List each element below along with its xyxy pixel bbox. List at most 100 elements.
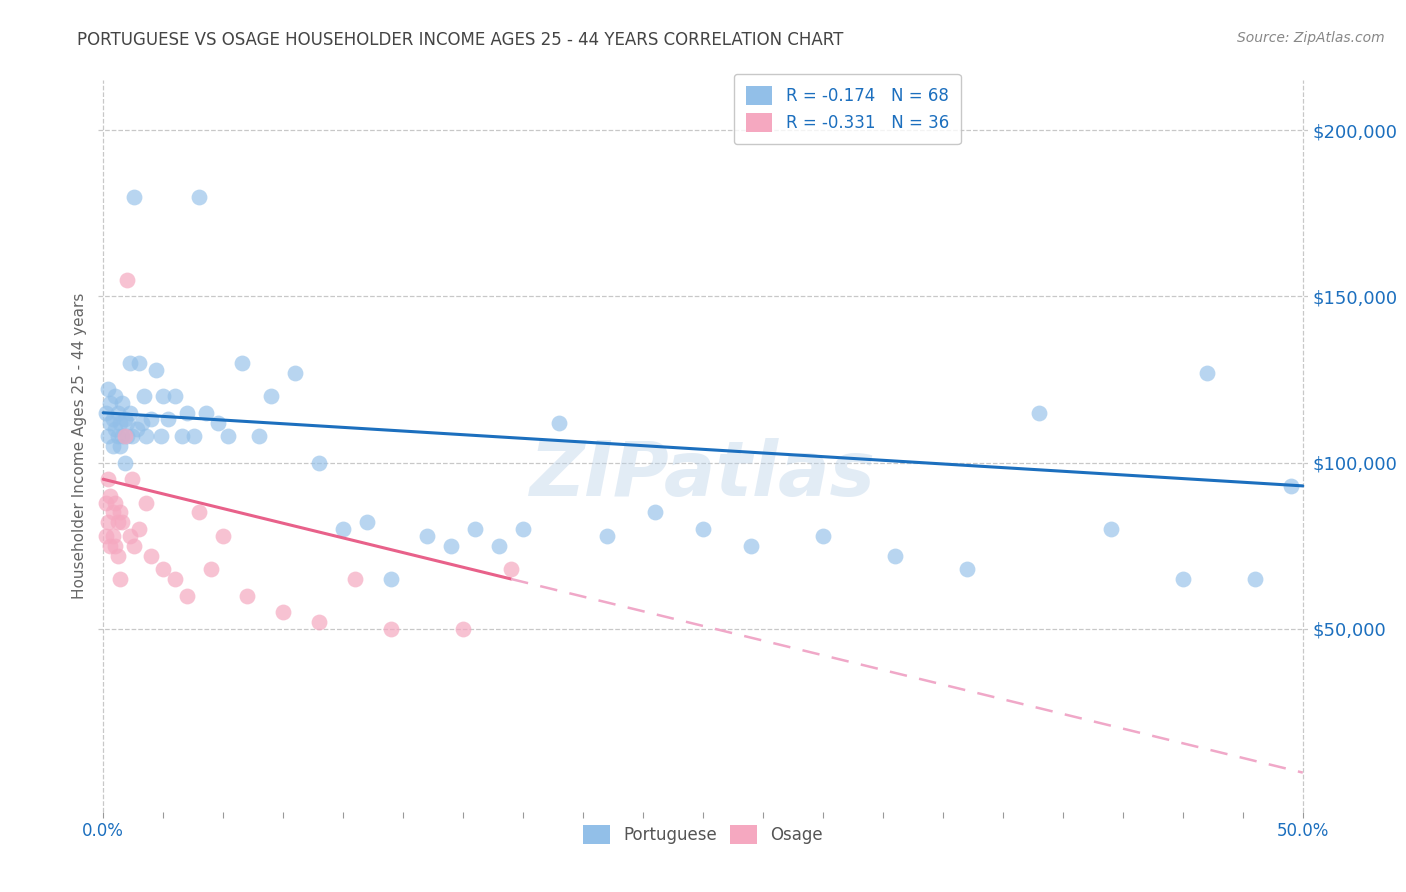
Point bbox=[114, 412, 136, 426]
Point bbox=[156, 412, 179, 426]
Point bbox=[548, 416, 571, 430]
Point bbox=[108, 572, 131, 586]
Point bbox=[97, 383, 120, 397]
Point bbox=[165, 389, 187, 403]
Point bbox=[217, 429, 239, 443]
Point bbox=[149, 429, 172, 443]
Text: ZIPatlas: ZIPatlas bbox=[530, 438, 876, 512]
Point bbox=[121, 472, 143, 486]
Point bbox=[271, 605, 294, 619]
Point bbox=[512, 522, 534, 536]
Point bbox=[231, 356, 253, 370]
Point bbox=[97, 472, 120, 486]
Point bbox=[97, 516, 120, 530]
Point bbox=[176, 589, 198, 603]
Point bbox=[176, 406, 198, 420]
Point bbox=[94, 406, 117, 420]
Point bbox=[172, 429, 194, 443]
Point bbox=[308, 615, 330, 630]
Point bbox=[135, 495, 157, 509]
Point bbox=[104, 389, 127, 403]
Point bbox=[124, 189, 146, 203]
Point bbox=[152, 562, 174, 576]
Point bbox=[416, 529, 439, 543]
Point bbox=[124, 539, 146, 553]
Point bbox=[108, 416, 131, 430]
Point bbox=[380, 572, 402, 586]
Point bbox=[107, 406, 129, 420]
Point bbox=[104, 495, 127, 509]
Point bbox=[115, 416, 138, 430]
Text: Source: ZipAtlas.com: Source: ZipAtlas.com bbox=[1237, 31, 1385, 45]
Point bbox=[183, 429, 205, 443]
Point bbox=[451, 622, 474, 636]
Point bbox=[141, 412, 163, 426]
Point bbox=[135, 429, 157, 443]
Point bbox=[247, 429, 270, 443]
Point bbox=[740, 539, 762, 553]
Point bbox=[118, 529, 141, 543]
Point bbox=[1028, 406, 1050, 420]
Legend: Portuguese, Osage: Portuguese, Osage bbox=[576, 818, 830, 851]
Point bbox=[644, 506, 666, 520]
Point bbox=[488, 539, 510, 553]
Point bbox=[125, 422, 148, 436]
Point bbox=[308, 456, 330, 470]
Point bbox=[141, 549, 163, 563]
Point bbox=[236, 589, 259, 603]
Point bbox=[111, 516, 134, 530]
Point bbox=[118, 356, 141, 370]
Point bbox=[692, 522, 714, 536]
Point bbox=[332, 522, 354, 536]
Point bbox=[956, 562, 979, 576]
Point bbox=[344, 572, 367, 586]
Point bbox=[128, 356, 150, 370]
Point bbox=[884, 549, 907, 563]
Point bbox=[811, 529, 834, 543]
Point bbox=[118, 406, 141, 420]
Point bbox=[114, 429, 136, 443]
Point bbox=[111, 429, 134, 443]
Point bbox=[111, 396, 134, 410]
Point bbox=[100, 539, 122, 553]
Point bbox=[1243, 572, 1265, 586]
Point bbox=[152, 389, 174, 403]
Point bbox=[101, 439, 124, 453]
Point bbox=[107, 516, 129, 530]
Point bbox=[440, 539, 463, 553]
Point bbox=[207, 416, 229, 430]
Text: PORTUGUESE VS OSAGE HOUSEHOLDER INCOME AGES 25 - 44 YEARS CORRELATION CHART: PORTUGUESE VS OSAGE HOUSEHOLDER INCOME A… bbox=[77, 31, 844, 49]
Point bbox=[284, 366, 307, 380]
Point bbox=[97, 429, 120, 443]
Point bbox=[1195, 366, 1218, 380]
Point bbox=[380, 622, 402, 636]
Point bbox=[165, 572, 187, 586]
Point bbox=[200, 562, 222, 576]
Point bbox=[114, 456, 136, 470]
Point bbox=[188, 189, 211, 203]
Point bbox=[356, 516, 378, 530]
Point bbox=[188, 506, 211, 520]
Point bbox=[1171, 572, 1194, 586]
Point bbox=[145, 362, 167, 376]
Point bbox=[100, 416, 122, 430]
Point bbox=[121, 429, 143, 443]
Point bbox=[499, 562, 522, 576]
Point bbox=[115, 273, 138, 287]
Point bbox=[101, 412, 124, 426]
Point bbox=[101, 506, 124, 520]
Point bbox=[131, 416, 153, 430]
Point bbox=[260, 389, 283, 403]
Point bbox=[132, 389, 155, 403]
Point bbox=[212, 529, 235, 543]
Point bbox=[596, 529, 619, 543]
Point bbox=[128, 522, 150, 536]
Point bbox=[94, 529, 117, 543]
Point bbox=[94, 495, 117, 509]
Point bbox=[104, 539, 127, 553]
Point bbox=[101, 529, 124, 543]
Point bbox=[100, 396, 122, 410]
Point bbox=[107, 429, 129, 443]
Point bbox=[464, 522, 486, 536]
Point bbox=[108, 439, 131, 453]
